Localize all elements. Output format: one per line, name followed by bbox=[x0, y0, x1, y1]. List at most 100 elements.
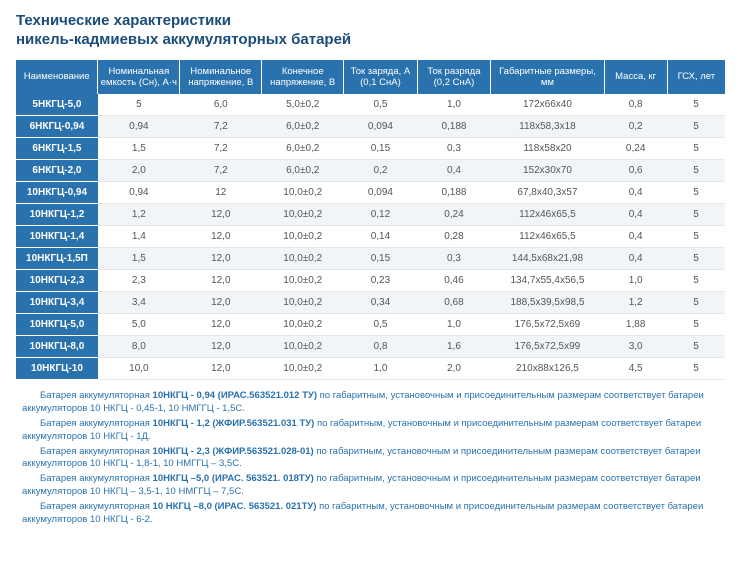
cell: 112х46х65,5 bbox=[491, 226, 604, 248]
cell: 172х66х40 bbox=[491, 94, 604, 116]
cell: 5 bbox=[667, 116, 725, 138]
cell: 0,094 bbox=[344, 116, 418, 138]
col-header: Ток разряда (0,2 СнА) bbox=[417, 60, 491, 95]
cell: 12,0 bbox=[180, 336, 262, 358]
cell: 1,5 bbox=[98, 138, 180, 160]
table-row: 10НКГЦ-3,43,412,010,0±0,20,340,68188,5х3… bbox=[16, 292, 725, 314]
cell: 10,0±0,2 bbox=[262, 358, 344, 380]
col-header: Номинальная емкость (Сн), А·ч bbox=[98, 60, 180, 95]
cell: 0,46 bbox=[417, 270, 491, 292]
cell: 188,5х39,5х98,5 bbox=[491, 292, 604, 314]
cell: 1,5 bbox=[98, 248, 180, 270]
table-row: 10НКГЦ-0,940,941210,0±0,20,0940,18867,8х… bbox=[16, 182, 725, 204]
cell: 2,0 bbox=[417, 358, 491, 380]
cell: 0,15 bbox=[344, 138, 418, 160]
cell: 2,0 bbox=[98, 160, 180, 182]
cell: 152х30х70 bbox=[491, 160, 604, 182]
cell: 0,3 bbox=[417, 138, 491, 160]
note-line: Батарея аккумуляторная 10НКГЦ - 1,2 (ЖФИ… bbox=[22, 418, 719, 444]
row-name-cell: 10НКГЦ-3,4 bbox=[16, 292, 98, 314]
cell: 5 bbox=[667, 226, 725, 248]
cell: 0,24 bbox=[604, 138, 667, 160]
cell: 0,4 bbox=[604, 182, 667, 204]
cell: 0,4 bbox=[604, 248, 667, 270]
cell: 7,2 bbox=[180, 138, 262, 160]
cell: 0,5 bbox=[344, 314, 418, 336]
spec-table: Наименование Номинальная емкость (Сн), А… bbox=[16, 60, 725, 381]
cell: 0,24 bbox=[417, 204, 491, 226]
cell: 0,188 bbox=[417, 182, 491, 204]
cell: 5 bbox=[667, 248, 725, 270]
cell: 0,14 bbox=[344, 226, 418, 248]
cell: 0,2 bbox=[344, 160, 418, 182]
cell: 144,5х68х21,98 bbox=[491, 248, 604, 270]
table-row: 10НКГЦ-1,21,212,010,0±0,20,120,24112х46х… bbox=[16, 204, 725, 226]
cell: 118х58х20 bbox=[491, 138, 604, 160]
cell: 3,4 bbox=[98, 292, 180, 314]
cell: 5 bbox=[667, 292, 725, 314]
cell: 10,0±0,2 bbox=[262, 336, 344, 358]
table-row: 10НКГЦ-2,32,312,010,0±0,20,230,46134,7х5… bbox=[16, 270, 725, 292]
cell: 5,0 bbox=[98, 314, 180, 336]
cell: 5 bbox=[667, 204, 725, 226]
row-name-cell: 10НКГЦ-0,94 bbox=[16, 182, 98, 204]
table-row: 10НКГЦ-1010,012,010,0±0,21,02,0210х88х12… bbox=[16, 358, 725, 380]
cell: 1,88 bbox=[604, 314, 667, 336]
cell: 0,2 bbox=[604, 116, 667, 138]
cell: 0,3 bbox=[417, 248, 491, 270]
table-row: 5НКГЦ-5,056,05,0±0,20,51,0172х66х400,85 bbox=[16, 94, 725, 116]
title-line-2: никель-кадмиевых аккумуляторных батарей bbox=[16, 31, 351, 48]
cell: 5 bbox=[667, 94, 725, 116]
note-line: Батарея аккумуляторная 10НКГЦ - 2,3 (ЖФИ… bbox=[22, 446, 719, 472]
cell: 112х46х65,5 bbox=[491, 204, 604, 226]
note-line: Батарея аккумуляторная 10 НКГЦ –8,0 (ИРА… bbox=[22, 501, 719, 527]
cell: 5 bbox=[667, 182, 725, 204]
cell: 1,2 bbox=[604, 292, 667, 314]
cell: 12,0 bbox=[180, 248, 262, 270]
cell: 0,188 bbox=[417, 116, 491, 138]
cell: 12,0 bbox=[180, 314, 262, 336]
row-name-cell: 6НКГЦ-1,5 bbox=[16, 138, 98, 160]
cell: 7,2 bbox=[180, 160, 262, 182]
col-header: ГСХ, лет bbox=[667, 60, 725, 95]
title-line-1: Технические характеристики bbox=[16, 12, 231, 29]
cell: 176,5х72,5х69 bbox=[491, 314, 604, 336]
cell: 176,5х72,5х99 bbox=[491, 336, 604, 358]
cell: 5 bbox=[667, 138, 725, 160]
cell: 10,0±0,2 bbox=[262, 314, 344, 336]
cell: 0,68 bbox=[417, 292, 491, 314]
col-header: Габаритные размеры, мм bbox=[491, 60, 604, 95]
cell: 0,34 bbox=[344, 292, 418, 314]
cell: 134,7х55,4х56,5 bbox=[491, 270, 604, 292]
cell: 1,4 bbox=[98, 226, 180, 248]
row-name-cell: 10НКГЦ-1,5П bbox=[16, 248, 98, 270]
cell: 8,0 bbox=[98, 336, 180, 358]
cell: 0,094 bbox=[344, 182, 418, 204]
row-name-cell: 10НКГЦ-8,0 bbox=[16, 336, 98, 358]
row-name-cell: 5НКГЦ-5,0 bbox=[16, 94, 98, 116]
cell: 7,2 bbox=[180, 116, 262, 138]
cell: 1,0 bbox=[417, 94, 491, 116]
cell: 67,8х40,3х57 bbox=[491, 182, 604, 204]
row-name-cell: 10НКГЦ-1,4 bbox=[16, 226, 98, 248]
cell: 210х88х126,5 bbox=[491, 358, 604, 380]
notes-block: Батарея аккумуляторная 10НКГЦ - 0,94 (ИР… bbox=[16, 390, 725, 526]
cell: 0,8 bbox=[344, 336, 418, 358]
cell: 1,6 bbox=[417, 336, 491, 358]
cell: 10,0±0,2 bbox=[262, 292, 344, 314]
row-name-cell: 10НКГЦ-10 bbox=[16, 358, 98, 380]
note-line: Батарея аккумуляторная 10НКГЦ - 0,94 (ИР… bbox=[22, 390, 719, 416]
table-row: 10НКГЦ-8,08,012,010,0±0,20,81,6176,5х72,… bbox=[16, 336, 725, 358]
col-header: Масса, кг bbox=[604, 60, 667, 95]
row-name-cell: 6НКГЦ-2,0 bbox=[16, 160, 98, 182]
cell: 12,0 bbox=[180, 358, 262, 380]
col-header: Ток заряда, А (0,1 СнА) bbox=[344, 60, 418, 95]
header-row: Наименование Номинальная емкость (Сн), А… bbox=[16, 60, 725, 95]
table-row: 10НКГЦ-1,5П1,512,010,0±0,20,150,3144,5х6… bbox=[16, 248, 725, 270]
row-name-cell: 10НКГЦ-2,3 bbox=[16, 270, 98, 292]
cell: 0,23 bbox=[344, 270, 418, 292]
cell: 6,0 bbox=[180, 94, 262, 116]
cell: 0,15 bbox=[344, 248, 418, 270]
cell: 0,94 bbox=[98, 116, 180, 138]
col-header: Наименование bbox=[16, 60, 98, 95]
